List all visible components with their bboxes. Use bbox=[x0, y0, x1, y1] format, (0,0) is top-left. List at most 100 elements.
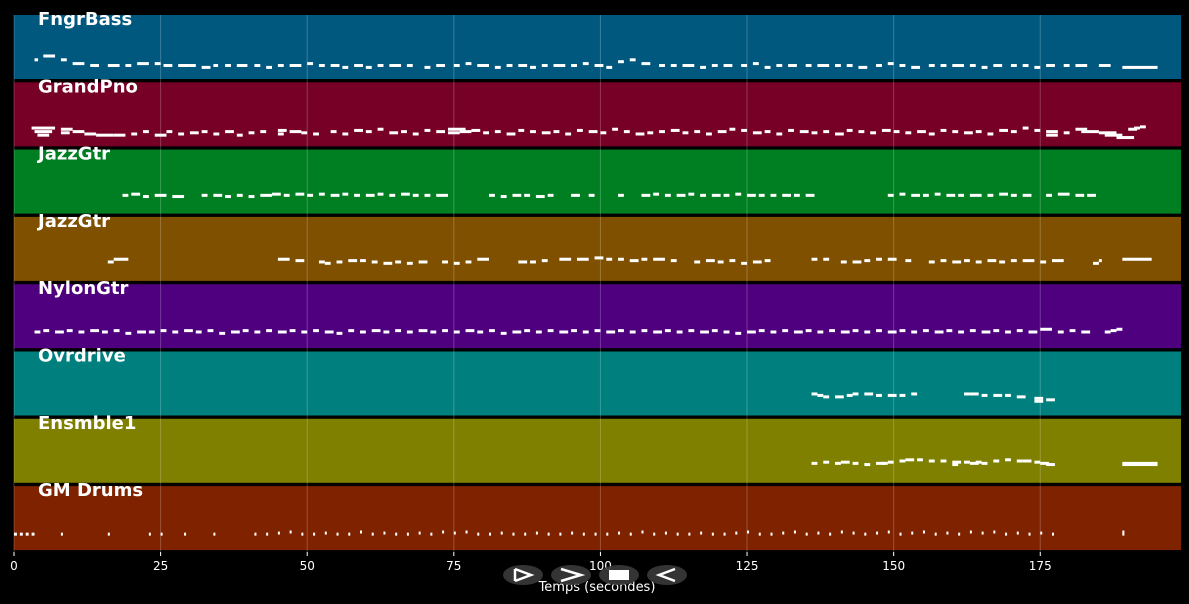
note-4-78 bbox=[946, 329, 953, 333]
note-5-17 bbox=[1034, 396, 1044, 400]
note-7-9 bbox=[213, 532, 216, 536]
note-4-74 bbox=[899, 329, 906, 333]
note-2-46 bbox=[770, 193, 777, 197]
note-2-63 bbox=[1057, 192, 1070, 196]
note-7-74 bbox=[1005, 532, 1008, 536]
note-1-2 bbox=[37, 133, 50, 137]
track-label-5: Ovrdrive bbox=[38, 346, 126, 367]
note-1-87 bbox=[1034, 128, 1041, 132]
note-4-28 bbox=[359, 330, 366, 334]
note-6-17 bbox=[969, 461, 979, 465]
forward-button[interactable] bbox=[551, 565, 591, 585]
note-0-55 bbox=[764, 65, 771, 69]
note-3-17 bbox=[477, 257, 490, 261]
note-6-3 bbox=[840, 460, 850, 464]
note-4-1 bbox=[43, 329, 50, 333]
note-7-36 bbox=[559, 532, 562, 536]
note-7-80 bbox=[1122, 532, 1125, 536]
note-4-49 bbox=[606, 330, 616, 334]
note-1-53 bbox=[635, 132, 645, 136]
note-1-66 bbox=[788, 128, 794, 132]
note-1-13 bbox=[178, 132, 185, 136]
note-1-71 bbox=[846, 128, 853, 132]
note-3-6 bbox=[336, 260, 343, 264]
note-4-6 bbox=[101, 330, 108, 334]
note-7-49 bbox=[711, 532, 714, 536]
note-0-38 bbox=[541, 64, 548, 67]
note-0-70 bbox=[969, 64, 976, 67]
note-0-56 bbox=[776, 64, 783, 67]
note-4-13 bbox=[184, 329, 193, 333]
note-1-75 bbox=[893, 130, 900, 134]
note-7-60 bbox=[840, 530, 843, 534]
note-4-79 bbox=[958, 330, 965, 334]
note-7-42 bbox=[629, 532, 632, 536]
note-1-56 bbox=[670, 128, 680, 132]
note-1-25 bbox=[313, 132, 319, 136]
back-button[interactable] bbox=[647, 565, 687, 585]
note-2-34 bbox=[618, 193, 624, 197]
note-4-36 bbox=[453, 330, 460, 334]
note-6-22 bbox=[1016, 459, 1023, 463]
note-1-6 bbox=[84, 132, 97, 136]
note-0-73 bbox=[1010, 64, 1017, 67]
note-1-1 bbox=[34, 130, 53, 134]
note-1-70 bbox=[835, 132, 844, 136]
note-7-45 bbox=[664, 531, 667, 535]
note-2-23 bbox=[412, 193, 419, 197]
note-1-72 bbox=[858, 130, 865, 134]
note-1-80 bbox=[952, 130, 959, 134]
note-0-67 bbox=[928, 64, 935, 67]
note-2-59 bbox=[999, 192, 1009, 196]
note-1-91 bbox=[1075, 127, 1088, 131]
play-button[interactable] bbox=[503, 565, 543, 585]
note-0-48 bbox=[670, 64, 677, 67]
note-3-20 bbox=[541, 259, 548, 263]
note-0-3 bbox=[72, 62, 85, 66]
note-1-68 bbox=[811, 131, 818, 135]
note-6-25 bbox=[1040, 461, 1050, 465]
note-1-62 bbox=[741, 128, 748, 132]
note-6-15 bbox=[952, 463, 959, 467]
note-3-1 bbox=[113, 257, 129, 261]
x-tick-label-5: 125 bbox=[736, 559, 759, 573]
note-4-52 bbox=[641, 329, 648, 333]
note-0-9 bbox=[163, 64, 173, 67]
note-0-47 bbox=[659, 64, 665, 67]
note-3-36 bbox=[764, 259, 771, 263]
note-2-56 bbox=[958, 193, 965, 197]
note-6-20 bbox=[993, 459, 1000, 463]
forward-icon bbox=[560, 567, 586, 583]
note-2-44 bbox=[747, 193, 756, 197]
note-2-29 bbox=[524, 193, 531, 197]
note-4-69 bbox=[840, 330, 850, 334]
stop-button[interactable] bbox=[599, 565, 639, 585]
note-1-30 bbox=[377, 127, 384, 131]
note-2-10 bbox=[260, 193, 273, 197]
note-4-20 bbox=[266, 329, 273, 333]
x-axis: 0 25 50 75 100 125 150 175 bbox=[10, 552, 1052, 573]
note-1-14 bbox=[189, 131, 199, 135]
note-4-19 bbox=[254, 330, 261, 334]
note-0-69 bbox=[952, 64, 965, 67]
note-4-50 bbox=[618, 329, 624, 333]
track-lane-3 bbox=[14, 216, 1181, 281]
note-4-87 bbox=[1057, 330, 1064, 334]
track-label-3: JazzGtr bbox=[36, 211, 110, 232]
note-3-9 bbox=[371, 260, 378, 264]
note-1-9 bbox=[131, 132, 138, 136]
note-7-37 bbox=[571, 531, 574, 535]
note-1-10 bbox=[143, 130, 149, 134]
note-0-26 bbox=[377, 64, 384, 67]
note-3-15 bbox=[453, 261, 460, 265]
note-1-37 bbox=[447, 131, 460, 135]
note-1-40 bbox=[483, 131, 490, 135]
note-7-75 bbox=[1016, 531, 1019, 535]
note-6-23 bbox=[1022, 459, 1032, 463]
stop-icon bbox=[609, 570, 629, 580]
note-7-44 bbox=[653, 532, 656, 536]
note-4-71 bbox=[864, 330, 871, 334]
x-axis-label: Temps (secondes) bbox=[538, 580, 656, 595]
note-4-58 bbox=[711, 329, 718, 333]
note-4-33 bbox=[418, 329, 428, 333]
